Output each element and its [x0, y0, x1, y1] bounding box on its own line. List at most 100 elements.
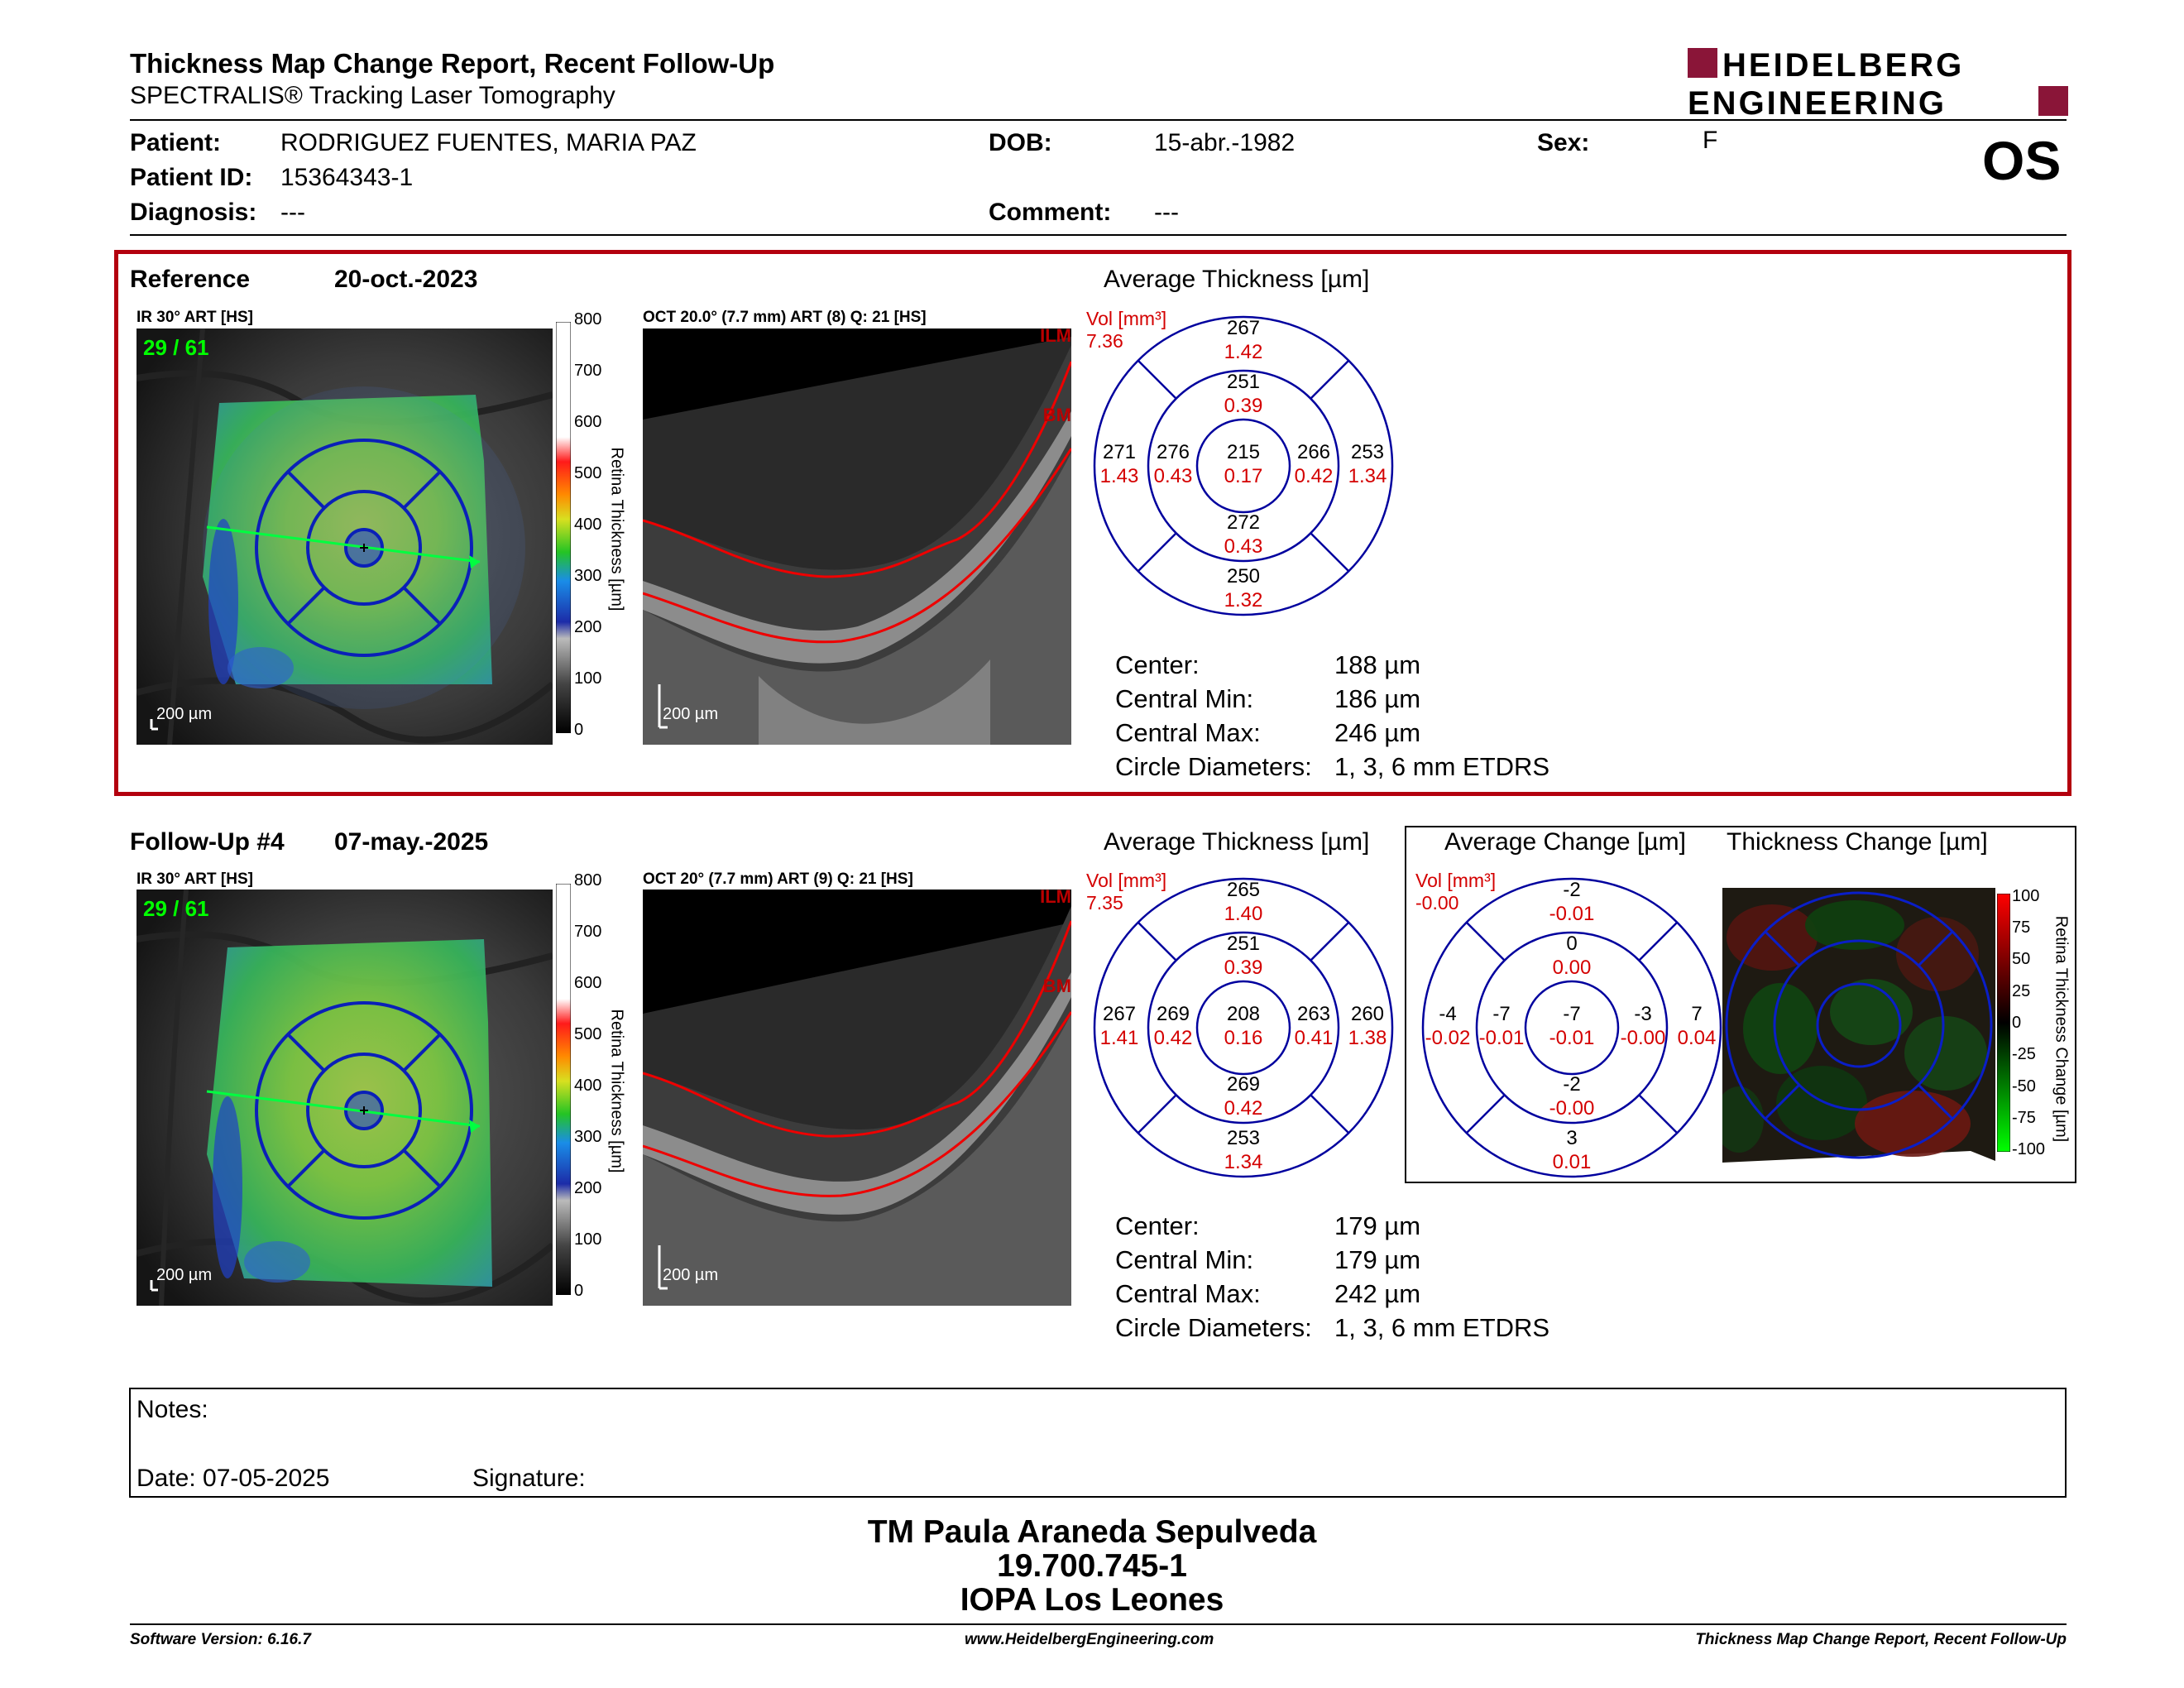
change-tick: -50: [2012, 1077, 2036, 1096]
followup-sector-outer-sup: 265 1.40: [1202, 878, 1285, 926]
comment-value: ---: [1154, 199, 1179, 226]
colorbar-tick: 300: [574, 567, 602, 585]
colorbar-tick: 100: [574, 1230, 602, 1249]
change-sector-inner-sup: 0 0.00: [1530, 932, 1613, 980]
followup-sector-inner-temp: 269 0.42: [1144, 1002, 1202, 1050]
sector-thickness: 0: [1566, 933, 1578, 955]
reference-ir-caption: IR 30° ART [HS]: [136, 309, 253, 326]
sector-thickness: 263: [1296, 1003, 1331, 1025]
change-etdrs-grid: [1419, 875, 1725, 1181]
colorbar-tick: 200: [574, 618, 602, 636]
sector-volume: 1.40: [1224, 903, 1263, 925]
reference-bm-label: BM: [1042, 405, 1071, 425]
change-vol-value: -0.00: [1415, 892, 1459, 914]
sector-volume: 1.41: [1099, 1027, 1139, 1049]
change-tick: 75: [2012, 918, 2031, 937]
sector-volume: 0.39: [1224, 957, 1263, 979]
sector-thickness: 215: [1226, 441, 1261, 463]
reference-stat-value: 186 µm: [1334, 684, 1421, 713]
change-sector-inner-nas: -3 -0.00: [1610, 1002, 1676, 1050]
thickness-change-title: Thickness Change [µm]: [1727, 828, 1988, 856]
sector-thickness: -2: [1563, 1073, 1581, 1096]
change-tick: -25: [2012, 1045, 2036, 1063]
sector-thickness: 271: [1102, 441, 1137, 463]
followup-vol-label: Vol [mm³]: [1086, 870, 1167, 891]
sector-volume: 0.42: [1224, 1097, 1263, 1120]
reference-oct-image: ILM BM 200 µm: [642, 325, 1073, 745]
colorbar-tick: 600: [574, 974, 602, 992]
footer-report-title: Thickness Map Change Report, Recent Foll…: [1695, 1631, 2067, 1648]
colorbar-tick: 100: [574, 669, 602, 688]
colorbar-tick: 300: [574, 1128, 602, 1146]
followup-sector-center: 208 0.16: [1202, 1002, 1285, 1050]
reference-sector-center: 215 0.17: [1202, 440, 1285, 488]
followup-stat-value: 179 µm: [1334, 1245, 1421, 1274]
notes-box[interactable]: [129, 1388, 2067, 1498]
report-subtitle: SPECTRALIS® Tracking Laser Tomography: [130, 82, 615, 109]
reference-oct-scale: 200 µm: [663, 705, 719, 723]
website-link[interactable]: www.HeidelbergEngineering.com: [965, 1631, 1214, 1648]
reference-frame: [114, 250, 2071, 796]
dob-label: DOB:: [989, 129, 1052, 156]
sector-volume: 0.00: [1552, 957, 1592, 979]
reference-ir-image: 29 / 61 200 µm: [135, 328, 555, 746]
change-tick: 0: [2012, 1014, 2022, 1032]
reference-colorbar-ticks: 800 700 600 500 400 300 200 100 0: [574, 310, 624, 741]
followup-colorbar-label: Retina Thickness [µm]: [607, 1009, 626, 1173]
sector-thickness: 7: [1691, 1003, 1703, 1025]
footer-divider: [130, 1623, 2067, 1625]
followup-sector-inner-sup: 251 0.39: [1202, 932, 1285, 980]
reference-stat-value: 246 µm: [1334, 718, 1421, 747]
reference-stat-label: Central Max:: [1115, 718, 1261, 747]
diagnosis-value: ---: [280, 199, 305, 226]
patient-value: RODRIGUEZ FUENTES, MARIA PAZ: [280, 129, 697, 156]
change-colorbar-ticks: 100 75 50 25 0 -25 -50 -75 -100: [2012, 887, 2053, 1160]
sector-volume: 0.43: [1224, 535, 1263, 558]
followup-sector-outer-temp: 267 1.41: [1090, 1002, 1148, 1050]
followup-label: Follow-Up #4: [130, 828, 285, 856]
sex-label: Sex:: [1537, 129, 1590, 156]
sector-volume: 0.04: [1677, 1027, 1717, 1049]
sector-thickness: 253: [1350, 441, 1385, 463]
reference-frame-counter: 29 / 61: [143, 335, 209, 360]
sector-volume: 0.42: [1294, 465, 1334, 487]
colorbar-tick: 700: [574, 362, 602, 380]
followup-stat-label: Center:: [1115, 1211, 1200, 1240]
reference-date: 20-oct.-2023: [334, 266, 478, 293]
sector-volume: 0.01: [1552, 1151, 1592, 1173]
followup-sector-inner-inf: 269 0.42: [1202, 1072, 1285, 1120]
thickness-change-map: [1714, 888, 1995, 1163]
change-sector-center: -7 -0.01: [1530, 1002, 1613, 1050]
followup-vol-value: 7.35: [1086, 892, 1123, 914]
reference-vol-value: 7.36: [1086, 330, 1123, 352]
signature-label: Signature:: [472, 1465, 586, 1492]
sector-thickness: -7: [1563, 1003, 1581, 1025]
patient-id-label: Patient ID:: [130, 164, 253, 191]
reference-etdrs-grid: [1090, 313, 1396, 619]
sector-thickness: -2: [1563, 879, 1581, 901]
followup-oct-caption: OCT 20° (7.7 mm) ART (9) Q: 21 [HS]: [643, 870, 913, 888]
sector-volume: 0.39: [1224, 395, 1263, 417]
change-sector-outer-inf: 3 0.01: [1530, 1126, 1613, 1174]
followup-colorbar-ticks: 800 700 600 500 400 300 200 100 0: [574, 871, 624, 1302]
sector-thickness: 208: [1226, 1003, 1261, 1025]
change-tick: -100: [2012, 1140, 2046, 1158]
software-version: Software Version: 6.16.7: [130, 1631, 311, 1648]
reference-stat-value: 188 µm: [1334, 650, 1421, 679]
followup-ir-scale: 200 µm: [156, 1266, 213, 1284]
sector-volume: 1.42: [1224, 341, 1263, 363]
change-colorbar-label: Retina Thickness Change [µm]: [2052, 915, 2071, 1143]
sector-thickness: 250: [1226, 565, 1261, 587]
sector-thickness: 3: [1566, 1127, 1578, 1149]
reference-stat-value: 1, 3, 6 mm ETDRS: [1334, 752, 1550, 781]
signer-clinic: IOPA Los Leones: [960, 1582, 1224, 1618]
sector-thickness: -4: [1439, 1003, 1457, 1025]
avg-change-title: Average Change [µm]: [1444, 828, 1686, 856]
sector-thickness: -7: [1492, 1003, 1511, 1025]
followup-stat-value: 179 µm: [1334, 1211, 1421, 1240]
svg-text:ENGINEERING: ENGINEERING: [1688, 85, 1947, 117]
sector-volume: 0.41: [1294, 1027, 1334, 1049]
reference-sector-outer-temp: 271 1.43: [1090, 440, 1148, 488]
sector-volume: -0.00: [1549, 1097, 1595, 1120]
svg-text:HEIDELBERG: HEIDELBERG: [1722, 47, 1964, 84]
